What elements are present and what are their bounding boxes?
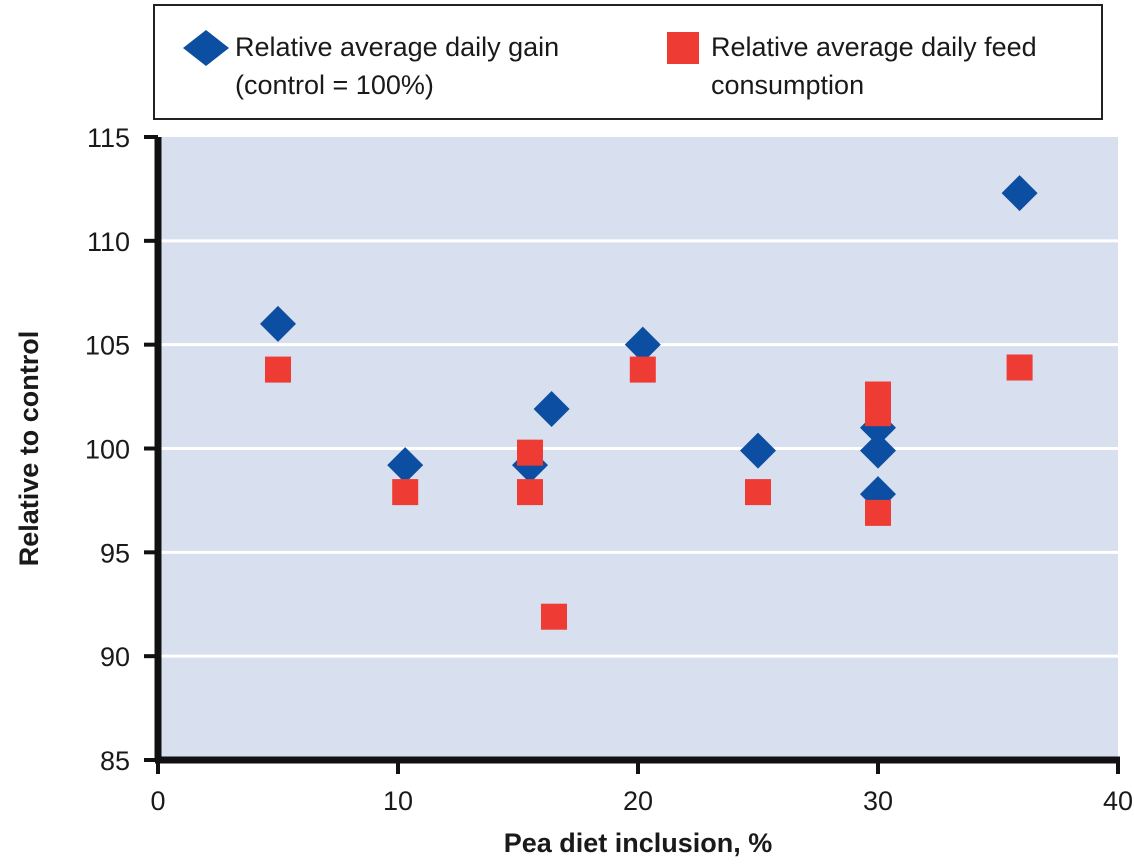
y-tick-label: 100 xyxy=(85,435,130,465)
feed-point xyxy=(745,479,771,506)
y-axis-title: Relative to control xyxy=(14,331,44,567)
feed-point xyxy=(517,479,543,506)
feed-point xyxy=(1006,354,1033,381)
data-marks xyxy=(260,175,1038,630)
legend-label-gain-line1: Relative average daily gain xyxy=(235,32,560,62)
gain-point xyxy=(624,326,661,363)
legend-item-gain: Relative average daily gain (control = 1… xyxy=(179,28,655,104)
gain-point xyxy=(260,305,296,342)
x-tick-label: 30 xyxy=(863,786,893,816)
feed-point xyxy=(517,439,543,466)
legend-label-feed-line1: Relative average daily feed xyxy=(711,32,1037,62)
legend-item-feed: Relative average daily feed consumption xyxy=(663,28,1131,104)
legend-label-gain-line2: (control = 100%) xyxy=(235,70,434,100)
feed-point xyxy=(629,356,656,383)
legend-label-feed: Relative average daily feed consumption xyxy=(711,28,1131,104)
diamond-marker-icon xyxy=(183,30,229,66)
x-tick-label: 0 xyxy=(150,786,165,816)
x-axis-title: Pea diet inclusion, % xyxy=(504,828,773,858)
y-tick-label: 95 xyxy=(100,538,130,568)
gain-point xyxy=(860,432,896,469)
gain-point xyxy=(740,432,776,469)
y-tick-label: 110 xyxy=(87,227,130,257)
feed-point xyxy=(541,603,567,630)
x-tick-label: 10 xyxy=(383,786,413,816)
feed-point xyxy=(865,400,891,427)
y-tick-label: 115 xyxy=(87,123,130,153)
y-tick-label: 85 xyxy=(100,746,130,776)
gain-point xyxy=(387,447,424,484)
feed-point xyxy=(865,499,891,526)
legend-label-feed-line2: consumption xyxy=(711,70,865,100)
feed-point xyxy=(392,479,419,506)
y-tick-label: 90 xyxy=(100,642,130,672)
feed-point xyxy=(265,356,291,383)
gain-point xyxy=(533,391,570,428)
y-tick-label: 105 xyxy=(85,331,130,361)
square-marker-icon xyxy=(667,32,699,64)
legend-label-gain: Relative average daily gain (control = 1… xyxy=(235,28,655,104)
x-tick-label: 20 xyxy=(623,786,653,816)
x-tick-label: 40 xyxy=(1103,786,1133,816)
gain-point xyxy=(1001,175,1038,212)
axis-ticks: 85 90 95 100 105 110 115 0 10 20 30 40 xyxy=(85,123,1133,816)
legend: Relative average daily gain (control = 1… xyxy=(153,4,1103,120)
